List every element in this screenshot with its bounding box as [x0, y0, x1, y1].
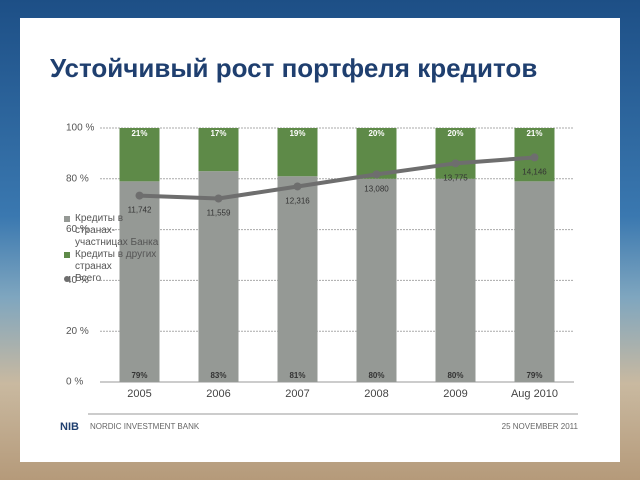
bar-segment — [277, 176, 318, 382]
bar-segment — [277, 128, 318, 177]
chart-title: Устойчивый рост портфеля кредитов — [50, 53, 537, 83]
line-label: 13,775 — [443, 173, 468, 182]
bar-label: 17% — [210, 129, 226, 138]
line-label: 13,080 — [364, 184, 389, 193]
line-label: 11,742 — [128, 206, 152, 215]
line-marker — [293, 182, 302, 191]
bar-segment — [119, 128, 160, 182]
bar-segment — [356, 128, 397, 179]
bar-segment — [198, 128, 239, 172]
bar-label: 83% — [210, 371, 226, 380]
legend-swatch — [64, 276, 70, 282]
line-marker — [451, 159, 460, 168]
line-label: 12,316 — [285, 197, 310, 206]
x-tick-label: 2007 — [285, 388, 309, 400]
bar-label: 79% — [526, 371, 542, 380]
x-tick-label: 2006 — [206, 388, 230, 400]
legend: Кредиты в странах-участницах Банка Кредит… — [64, 213, 164, 285]
y-tick-label: 20 % — [66, 326, 89, 337]
bar-segment — [356, 178, 397, 382]
bar-label: 21% — [526, 129, 542, 138]
x-tick-label: 2009 — [443, 388, 467, 400]
line — [139, 155, 535, 201]
line-label: 11,559 — [207, 209, 231, 218]
line-marker — [372, 170, 381, 179]
legend-label: Кредиты в других странах — [75, 249, 157, 272]
organization: NORDIC INVESTMENT BANK — [90, 422, 200, 431]
bar-label: 21% — [131, 129, 147, 138]
legend-label: Всего — [75, 273, 102, 284]
y-tick-label: 40 % — [66, 275, 89, 286]
bar-segment — [119, 181, 160, 382]
line-marker — [135, 191, 144, 200]
y-tick-label: 100 % — [66, 123, 94, 134]
bar-label: 80% — [368, 371, 384, 380]
bar-label: 20% — [368, 129, 384, 138]
bar-label: 79% — [131, 371, 147, 380]
legend-item: Кредиты в других странах — [64, 249, 164, 273]
line-marker — [214, 194, 223, 203]
legend-item: Кредиты в странах-участницах Банка — [64, 213, 164, 249]
date: 25 NOVEMBER 2011 — [502, 422, 579, 431]
y-tick-label: 0 % — [66, 377, 83, 388]
legend-label: Кредиты в странах-участницах Банка — [75, 213, 159, 248]
x-tick-label: 2005 — [127, 388, 151, 400]
bar-label: 80% — [447, 371, 463, 380]
bar-segment — [435, 128, 476, 179]
bar-segment — [514, 181, 555, 382]
y-tick-label: 60 % — [66, 224, 89, 235]
legend-item: Всего — [64, 273, 164, 285]
bar-segment — [435, 178, 476, 382]
legend-swatch — [64, 252, 70, 258]
logo: NIB — [60, 421, 79, 433]
bar-label: 20% — [447, 129, 463, 138]
x-tick-label: Aug 2010 — [511, 388, 558, 400]
line-label: 14,146 — [522, 168, 547, 177]
bar-label: 19% — [289, 129, 305, 138]
bar-label: 81% — [289, 371, 305, 380]
y-tick-label: 80 % — [66, 173, 89, 184]
bar-segment — [198, 171, 239, 382]
line-marker — [530, 153, 539, 162]
x-tick-label: 2008 — [364, 388, 388, 400]
legend-swatch — [64, 216, 70, 222]
